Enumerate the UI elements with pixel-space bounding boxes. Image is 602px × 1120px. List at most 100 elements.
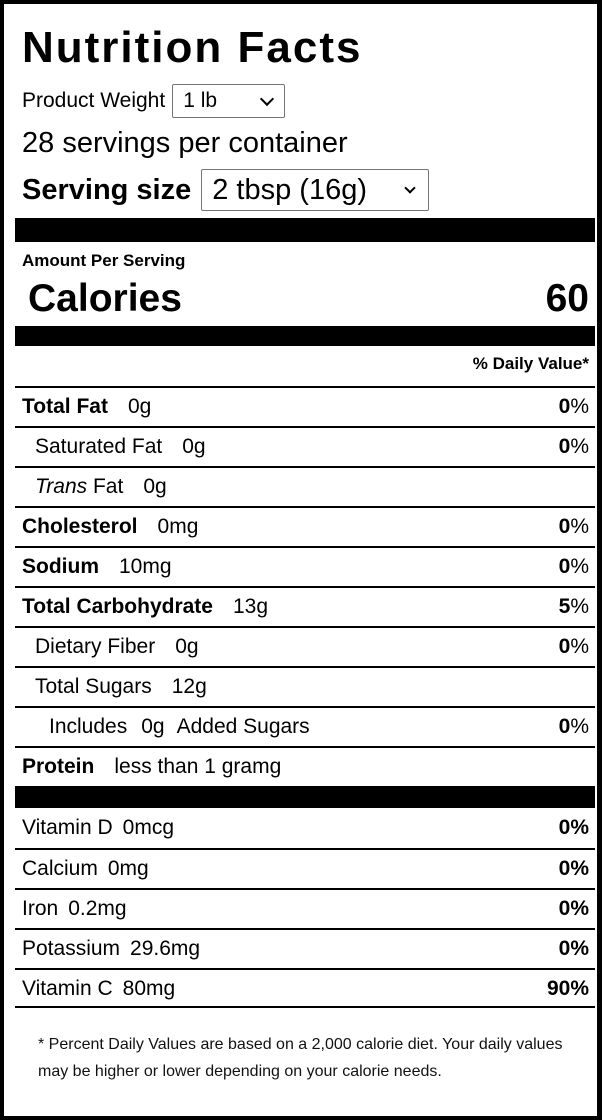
label-title: Nutrition Facts bbox=[22, 23, 363, 72]
vitamin-row: Vitamin D 0mcg 0% bbox=[15, 808, 595, 848]
product-weight-label: Product Weight bbox=[22, 89, 166, 112]
vitamin-label: Iron 0.2mg bbox=[22, 897, 127, 921]
serving-size-value: 2 tbsp (16g) bbox=[212, 173, 368, 206]
servings-per-container: 28 servings per container bbox=[22, 127, 348, 159]
nutrient-row: Trans Fat 0g bbox=[15, 466, 595, 506]
dv-number: 0 bbox=[558, 435, 571, 458]
nutrient-name: Total Sugars bbox=[35, 675, 152, 698]
nutrient-amount: 0g bbox=[182, 435, 206, 458]
nutrient-label: Total Carbohydrate 13g bbox=[22, 595, 268, 619]
nutrient-row: Sodium 10mg 0% bbox=[15, 546, 595, 586]
serving-size-row: Serving size 2 tbsp (16g) bbox=[22, 169, 430, 211]
nutrient-name: Total Fat bbox=[22, 395, 108, 418]
nutrient-daily-value: 0% bbox=[559, 635, 589, 659]
vitamin-daily-value: 0% bbox=[558, 857, 589, 880]
vitamin-name: Iron bbox=[22, 897, 59, 920]
nutrient-label: Total Fat 0g bbox=[22, 395, 151, 419]
dv-percent-sign: % bbox=[570, 555, 589, 578]
chevron-down-icon bbox=[260, 91, 275, 106]
dv-percent-sign: % bbox=[570, 395, 589, 418]
dv-number: 0 bbox=[558, 715, 571, 738]
vitamin-daily-value: 90% bbox=[546, 977, 589, 1000]
product-weight-row: Product Weight 1 lb bbox=[22, 84, 286, 118]
nutrient-name: Dietary Fiber bbox=[35, 635, 156, 658]
nutrient-name: Sodium bbox=[22, 555, 99, 578]
nutrient-label: Total Sugars 12g bbox=[35, 675, 207, 699]
vitamin-row: Calcium 0mg 0% bbox=[15, 848, 595, 888]
nutrient-label: Includes 0g Added Sugars bbox=[49, 715, 310, 739]
medium-divider bbox=[15, 326, 595, 346]
vitamin-daily-value: 0% bbox=[558, 816, 589, 839]
vitamin-amount: 0.2mg bbox=[68, 897, 127, 920]
nutrient-amount: 0g bbox=[175, 635, 199, 658]
divider bbox=[15, 1006, 595, 1008]
vitamin-daily-value: 0% bbox=[558, 937, 589, 960]
nutrient-label: Trans Fat 0g bbox=[35, 475, 167, 499]
nutrient-row: Saturated Fat 0g 0% bbox=[15, 426, 595, 466]
dv-number: 0 bbox=[558, 635, 571, 658]
nutrient-row: Protein less than 1 gramg bbox=[15, 746, 595, 786]
nutrient-name: Includes bbox=[49, 715, 128, 738]
nutrient-name-italic: Trans bbox=[35, 475, 88, 498]
nutrient-row: Total Carbohydrate 13g 5% bbox=[15, 586, 595, 626]
nutrient-daily-value: 0% bbox=[559, 395, 589, 419]
vitamin-label: Calcium 0mg bbox=[22, 857, 149, 881]
vitamin-name: Potassium bbox=[22, 937, 121, 960]
vitamin-label: Potassium 29.6mg bbox=[22, 937, 200, 961]
nutrient-name: Saturated Fat bbox=[35, 435, 163, 458]
nutrient-name: Protein bbox=[22, 755, 95, 778]
dv-number: 0 bbox=[558, 395, 571, 418]
nutrient-amount: 0g bbox=[127, 395, 152, 418]
vitamin-row: Potassium 29.6mg 0% bbox=[15, 928, 595, 968]
dv-percent-sign: % bbox=[570, 635, 589, 658]
nutrient-daily-value: 0% bbox=[559, 555, 589, 579]
dv-percent-sign: % bbox=[570, 515, 589, 538]
serving-size-label: Serving size bbox=[22, 173, 192, 206]
vitamin-amount: 0mcg bbox=[122, 816, 175, 839]
vitamin-label: Vitamin D 0mcg bbox=[22, 816, 174, 840]
nutrient-row: Total Sugars 12g bbox=[15, 666, 595, 706]
calories-value: 60 bbox=[545, 277, 589, 320]
nutrient-suffix: Added Sugars bbox=[176, 715, 310, 738]
vitamin-name: Vitamin C bbox=[22, 977, 113, 1000]
vitamin-row: Iron 0.2mg 0% bbox=[15, 888, 595, 928]
nutrient-label: Saturated Fat 0g bbox=[35, 435, 206, 459]
nutrient-row: Cholesterol 0mg 0% bbox=[15, 506, 595, 546]
vitamin-amount: 29.6mg bbox=[130, 937, 201, 960]
nutrient-row: Total Fat 0g 0% bbox=[15, 386, 595, 426]
dv-number: 0 bbox=[558, 515, 571, 538]
nutrient-amount: 0mg bbox=[157, 515, 199, 538]
dv-number: 0 bbox=[558, 555, 571, 578]
nutrient-label: Cholesterol 0mg bbox=[22, 515, 198, 539]
dv-percent-sign: % bbox=[570, 595, 589, 618]
dv-number: 5 bbox=[558, 595, 571, 618]
nutrient-name: Cholesterol bbox=[22, 515, 138, 538]
nutrient-amount: less than 1 gramg bbox=[114, 755, 282, 778]
product-weight-select[interactable]: 1 lb bbox=[172, 84, 286, 118]
serving-size-select[interactable]: 2 tbsp (16g) bbox=[201, 169, 430, 211]
chevron-down-icon bbox=[404, 181, 416, 194]
nutrient-amount: 10mg bbox=[119, 555, 172, 578]
dv-percent-sign: % bbox=[570, 715, 589, 738]
nutrient-label: Protein less than 1 gramg bbox=[22, 755, 281, 779]
nutrient-amount: 13g bbox=[232, 595, 269, 618]
dv-percent-sign: % bbox=[570, 435, 589, 458]
nutrient-row: Includes 0g Added Sugars 0% bbox=[15, 706, 595, 746]
nutrient-daily-value: 0% bbox=[559, 715, 589, 739]
footnote: * Percent Daily Values are based on a 2,… bbox=[38, 1036, 563, 1080]
vitamin-daily-value: 0% bbox=[558, 897, 589, 920]
nutrient-daily-value: 0% bbox=[559, 515, 589, 539]
vitamin-amount: 0mg bbox=[107, 857, 149, 880]
thick-divider bbox=[15, 218, 595, 242]
nutrient-daily-value: 0% bbox=[559, 435, 589, 459]
nutrient-amount: 0g bbox=[143, 475, 167, 498]
nutrient-name: Fat bbox=[87, 475, 124, 498]
product-weight-value: 1 lb bbox=[183, 89, 218, 112]
nutrient-row: Dietary Fiber 0g 0% bbox=[15, 626, 595, 666]
vitamin-amount: 80mg bbox=[122, 977, 176, 1000]
thick-divider bbox=[15, 786, 595, 808]
calories-label: Calories bbox=[28, 277, 182, 320]
nutrient-amount: 0g bbox=[141, 715, 165, 738]
vitamin-row: Vitamin C 80mg 90% bbox=[15, 968, 595, 1008]
